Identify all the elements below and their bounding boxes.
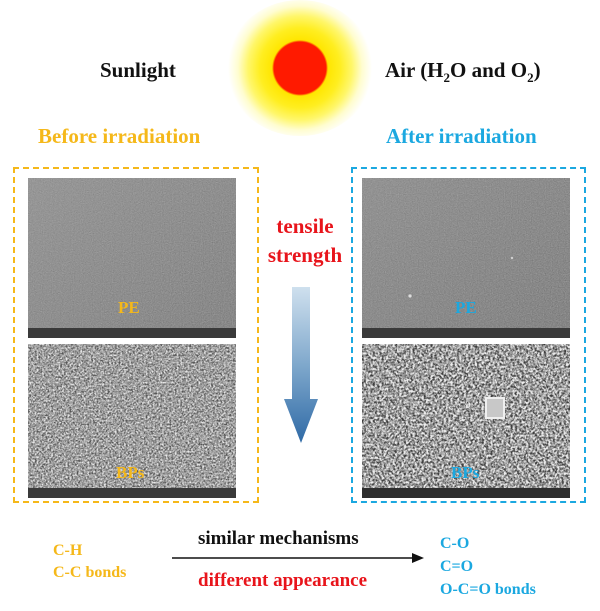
bond-oco: O-C=O bonds xyxy=(440,581,536,598)
after-pe-label: PE xyxy=(455,298,477,317)
bond-cc: C-C bonds xyxy=(53,564,127,581)
before-pe-label: PE xyxy=(118,298,140,317)
sunlight-label: Sunlight xyxy=(100,58,176,82)
air-label: Air (H2O and O2) xyxy=(385,58,541,86)
after-frame xyxy=(351,167,586,503)
similar-mechanisms-label: similar mechanisms xyxy=(198,528,359,549)
bond-ch: C-H xyxy=(53,542,83,559)
after-irradiation-label: After irradiation xyxy=(386,124,537,148)
sem-image-before-pe xyxy=(28,178,236,338)
sem-image-after-bps xyxy=(362,344,570,498)
decrease-arrow-icon xyxy=(283,287,319,445)
sem-image-before-bps xyxy=(28,344,236,498)
before-frame xyxy=(13,167,259,503)
tensile-line-2: strength xyxy=(267,243,343,267)
sun-icon xyxy=(226,0,374,136)
tensile-strength-label: tensile strength xyxy=(258,212,352,270)
bond-co: C-O xyxy=(440,535,470,552)
right-arrow-icon xyxy=(172,551,424,565)
after-bps-label: BPs xyxy=(451,463,480,482)
bond-c-double-o: C=O xyxy=(440,558,474,575)
before-bonds: C-H C-C bonds xyxy=(53,540,126,584)
before-bps-label: BPs xyxy=(116,463,145,482)
before-irradiation-label: Before irradiation xyxy=(38,124,201,148)
after-bonds: C-O C=O O-C=O bonds xyxy=(440,532,536,601)
tensile-line-1: tensile xyxy=(276,214,334,238)
sem-image-after-pe xyxy=(362,178,570,338)
different-appearance-label: different appearance xyxy=(198,570,368,591)
